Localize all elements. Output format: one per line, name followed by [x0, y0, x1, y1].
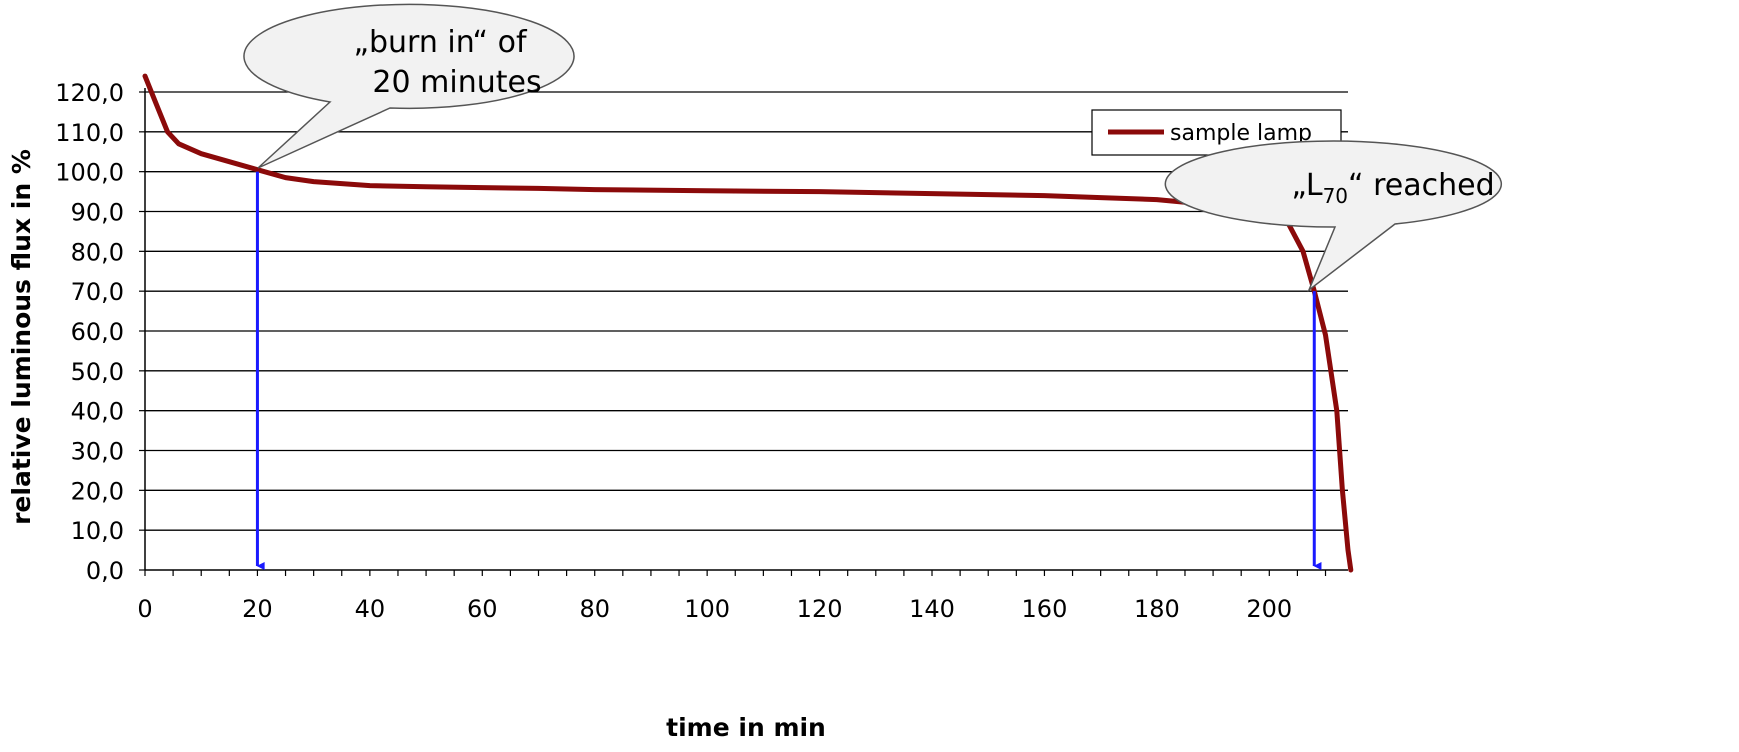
- y-tick-label: 100,0: [55, 159, 124, 187]
- burn-in-callout: „burn in“ of 20 minutes: [243, 3, 575, 169]
- x-tick-label: 160: [1022, 595, 1068, 623]
- y-tick-label: 50,0: [71, 358, 124, 386]
- x-tick-label: 180: [1134, 595, 1180, 623]
- x-tick-labels: 0 20 40 60 80 100 120 140 160 180 200: [137, 595, 1292, 623]
- y-tick-label: 60,0: [71, 318, 124, 346]
- x-axis-title: time in min: [666, 713, 826, 742]
- x-tick-label: 140: [909, 595, 955, 623]
- burn-in-callout-line2: 20 minutes: [372, 65, 541, 100]
- y-tick-labels: 0,0 10,0 20,0 30,0 40,0 50,0 60,0 70,0 80,0 90,0 1…: [55, 79, 124, 585]
- y-axis-title: relative luminous flux in %: [7, 149, 36, 525]
- y-tick-label: 80,0: [71, 238, 124, 266]
- x-tick-label: 40: [355, 595, 386, 623]
- series: [142, 73, 1354, 573]
- y-tick-label: 120,0: [55, 79, 124, 107]
- burn-in-callout-line1: „burn in“ of: [353, 25, 528, 60]
- y-tick-label: 70,0: [71, 278, 124, 306]
- l70-callout-text: „L70“ reached: [1291, 168, 1494, 208]
- x-tick-label: 100: [684, 595, 730, 623]
- y-tick-label: 10,0: [71, 517, 124, 545]
- arrows: [255, 171, 1322, 570]
- x-tick-label: 80: [579, 595, 610, 623]
- y-tick-label: 0,0: [86, 557, 124, 585]
- gridlines: [145, 91, 1348, 531]
- x-tick-label: 0: [137, 595, 152, 623]
- series-line: [142, 73, 1354, 573]
- x-tick-label: 120: [797, 595, 843, 623]
- y-tick-label: 30,0: [71, 438, 124, 466]
- y-tick-label: 40,0: [71, 398, 124, 426]
- y-tick-label: 90,0: [71, 199, 124, 227]
- burn-in-callout-bubble: [243, 3, 575, 169]
- y-tick-label: 20,0: [71, 477, 124, 505]
- x-tick-label: 20: [242, 595, 273, 623]
- x-tick-label: 200: [1246, 595, 1292, 623]
- l70-callout: „L70“ reached: [1164, 140, 1503, 293]
- axes: [139, 88, 1348, 576]
- x-tick-label: 60: [467, 595, 498, 623]
- l70-callout-bubble: [1164, 140, 1503, 293]
- y-tick-label: 110,0: [55, 119, 124, 147]
